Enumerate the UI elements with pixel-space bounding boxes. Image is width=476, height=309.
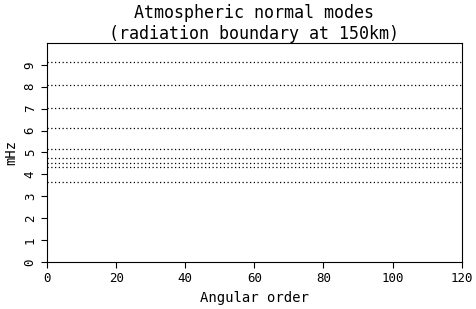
Title: Atmospheric normal modes
(radiation boundary at 150km): Atmospheric normal modes (radiation boun… — [109, 4, 398, 43]
X-axis label: Angular order: Angular order — [199, 291, 308, 305]
Y-axis label: mHz: mHz — [4, 140, 18, 165]
